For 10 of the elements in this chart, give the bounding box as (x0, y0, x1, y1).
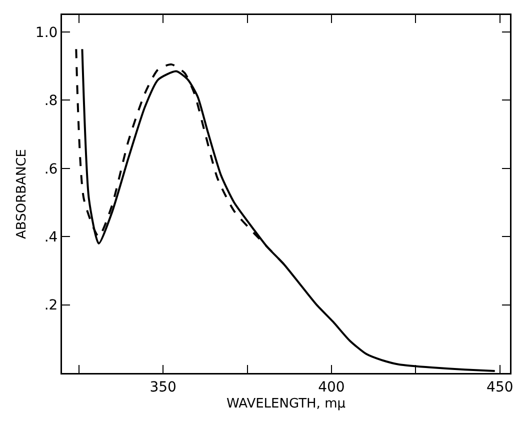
x-tick-label: 350 (150, 379, 176, 396)
y-tick-label: 1.0 (35, 24, 58, 41)
y-axis-title: ABSORBANCE (14, 149, 30, 239)
y-tick-label: .4 (44, 230, 58, 246)
x-axis-title: WAVELENGTH, mμ (226, 396, 346, 412)
x-tick-label: 450 (486, 379, 514, 396)
x-tick-label: 400 (318, 379, 345, 396)
y-tick-label: .8 (44, 93, 58, 110)
y-tick-label: .6 (44, 161, 58, 178)
y-tick-label: .2 (44, 298, 58, 314)
